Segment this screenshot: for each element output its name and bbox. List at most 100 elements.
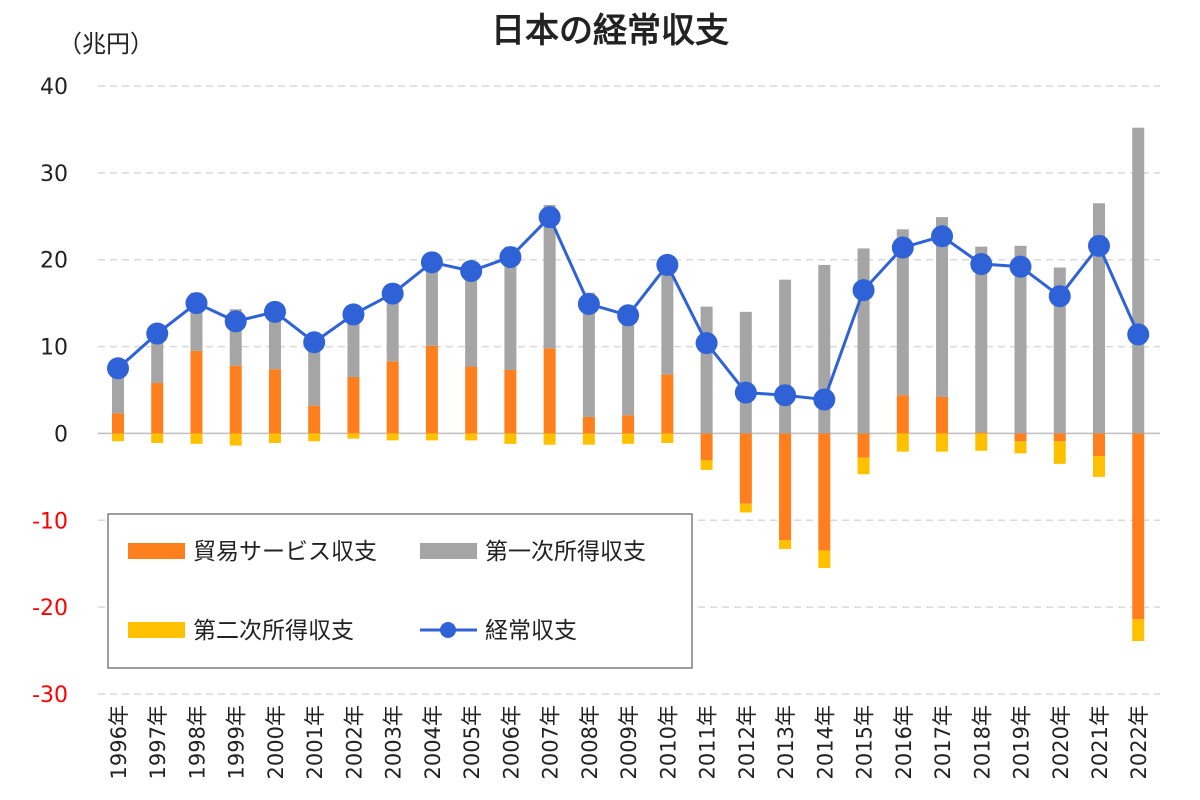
x-axis-ticks: 1996年 1997年 1998年 1999年 2000年 2001年 2002年 2003年… [107, 705, 1151, 779]
current-account-point [931, 225, 954, 248]
bar-trade [1132, 433, 1145, 620]
bar-trade [308, 405, 321, 434]
current-account-point [1088, 234, 1110, 257]
x-tick-label: 2009年 [617, 705, 641, 779]
current-account-point [891, 236, 914, 259]
x-tick-label: 2000年 [264, 705, 288, 779]
legend-label-primary: 第一次所得収支 [485, 539, 646, 565]
bar-trade [857, 433, 870, 458]
bar-secondary-income [543, 433, 556, 445]
x-tick-label: 1997年 [146, 705, 170, 779]
x-tick-label: 2012年 [735, 705, 759, 779]
bar-primary-income [504, 246, 517, 371]
x-tick-label: 2013年 [774, 705, 798, 779]
current-account-point [146, 322, 169, 345]
current-account-point [342, 303, 365, 326]
y-tick-label: -10 [32, 509, 68, 534]
bars [112, 127, 1145, 642]
current-account-point [1127, 323, 1150, 346]
bar-trade [151, 383, 164, 434]
bar-secondary-income [661, 433, 674, 443]
bar-secondary-income [1093, 456, 1105, 477]
bar-trade [622, 415, 635, 434]
bar-primary-income [1053, 267, 1066, 434]
x-tick-label: 2021年 [1088, 705, 1112, 779]
bar-secondary-income [112, 433, 124, 442]
current-account-point [617, 304, 640, 327]
legend: 貿易サービス収支 第一次所得収支 第二次所得収支 経常収支 [107, 513, 693, 669]
bar-trade [190, 350, 203, 434]
bar-secondary-income [386, 433, 399, 441]
legend-label-secondary: 第二次所得収支 [193, 618, 354, 644]
bar-trade [465, 366, 478, 434]
bar-secondary-income [896, 433, 909, 452]
bar-primary-income [1014, 245, 1027, 434]
x-tick-label: 2007年 [539, 705, 563, 779]
x-tick-label: 2014年 [813, 705, 837, 779]
bar-secondary-income [1132, 619, 1145, 642]
bar-secondary-income [229, 433, 242, 446]
current-account-point [1009, 255, 1032, 278]
bar-secondary-income [700, 460, 713, 470]
bar-trade [543, 348, 556, 434]
bar-primary-income [622, 305, 635, 416]
x-tick-label: 2015年 [853, 705, 877, 779]
current-account-point [460, 260, 483, 283]
x-tick-label: 1998年 [185, 705, 209, 779]
x-tick-label: 2017年 [931, 705, 955, 779]
current-account-point [852, 279, 875, 302]
current-account-point [499, 246, 522, 269]
bar-primary-income [1132, 127, 1145, 434]
bar-primary-income [543, 204, 556, 349]
bar-secondary-income [1053, 441, 1066, 464]
bar-primary-income [1093, 203, 1105, 434]
bar-trade [268, 369, 281, 434]
x-tick-label: 2002年 [342, 705, 366, 779]
bar-trade [1093, 433, 1105, 457]
y-tick-label: 40 [40, 75, 68, 100]
current-account-point [224, 310, 247, 333]
bar-trade [1053, 433, 1066, 442]
bar-trade [661, 374, 674, 434]
x-tick-label: 2019年 [1010, 705, 1034, 779]
bar-trade [896, 395, 909, 434]
current-account-point [656, 253, 679, 276]
x-tick-label: 2022年 [1127, 705, 1151, 779]
bar-trade [975, 432, 988, 434]
bar-secondary-income [308, 433, 321, 442]
x-tick-label: 1996年 [107, 705, 131, 779]
bar-trade [582, 416, 595, 434]
current-account-point [303, 331, 326, 354]
bar-secondary-income [190, 433, 203, 444]
bar-secondary-income [268, 433, 281, 443]
current-account-point [1048, 285, 1071, 308]
y-tick-label: -30 [32, 683, 68, 708]
bar-trade [1014, 433, 1027, 442]
current-account-point [420, 251, 443, 274]
bar-trade [229, 365, 242, 434]
x-tick-label: 2001年 [303, 705, 327, 779]
bar-secondary-income [936, 433, 949, 452]
current-account-point [970, 253, 993, 276]
y-axis-ticks: 40 30 20 10 0 -10 -20 -30 [32, 75, 68, 708]
legend-swatch-primary [420, 543, 477, 559]
x-tick-label: 2011年 [696, 705, 720, 779]
bar-secondary-income [739, 503, 752, 513]
legend-label-current: 経常収支 [485, 618, 577, 644]
bar-secondary-income [975, 433, 988, 451]
bar-trade [779, 433, 792, 541]
x-tick-label: 2016年 [892, 705, 916, 779]
y-tick-label: -20 [32, 596, 68, 621]
x-tick-label: 2004年 [421, 705, 445, 779]
bar-secondary-income [465, 433, 478, 441]
y-tick-label: 30 [40, 162, 68, 187]
current-account-point [577, 293, 600, 316]
bar-trade [818, 433, 831, 551]
current-account-point [695, 332, 718, 355]
bar-primary-income [936, 217, 949, 397]
x-tick-label: 1999年 [225, 705, 249, 779]
current-account-point [774, 384, 797, 407]
bar-primary-income [661, 256, 674, 375]
bar-primary-income [425, 256, 438, 346]
x-tick-label: 2005年 [460, 705, 484, 779]
